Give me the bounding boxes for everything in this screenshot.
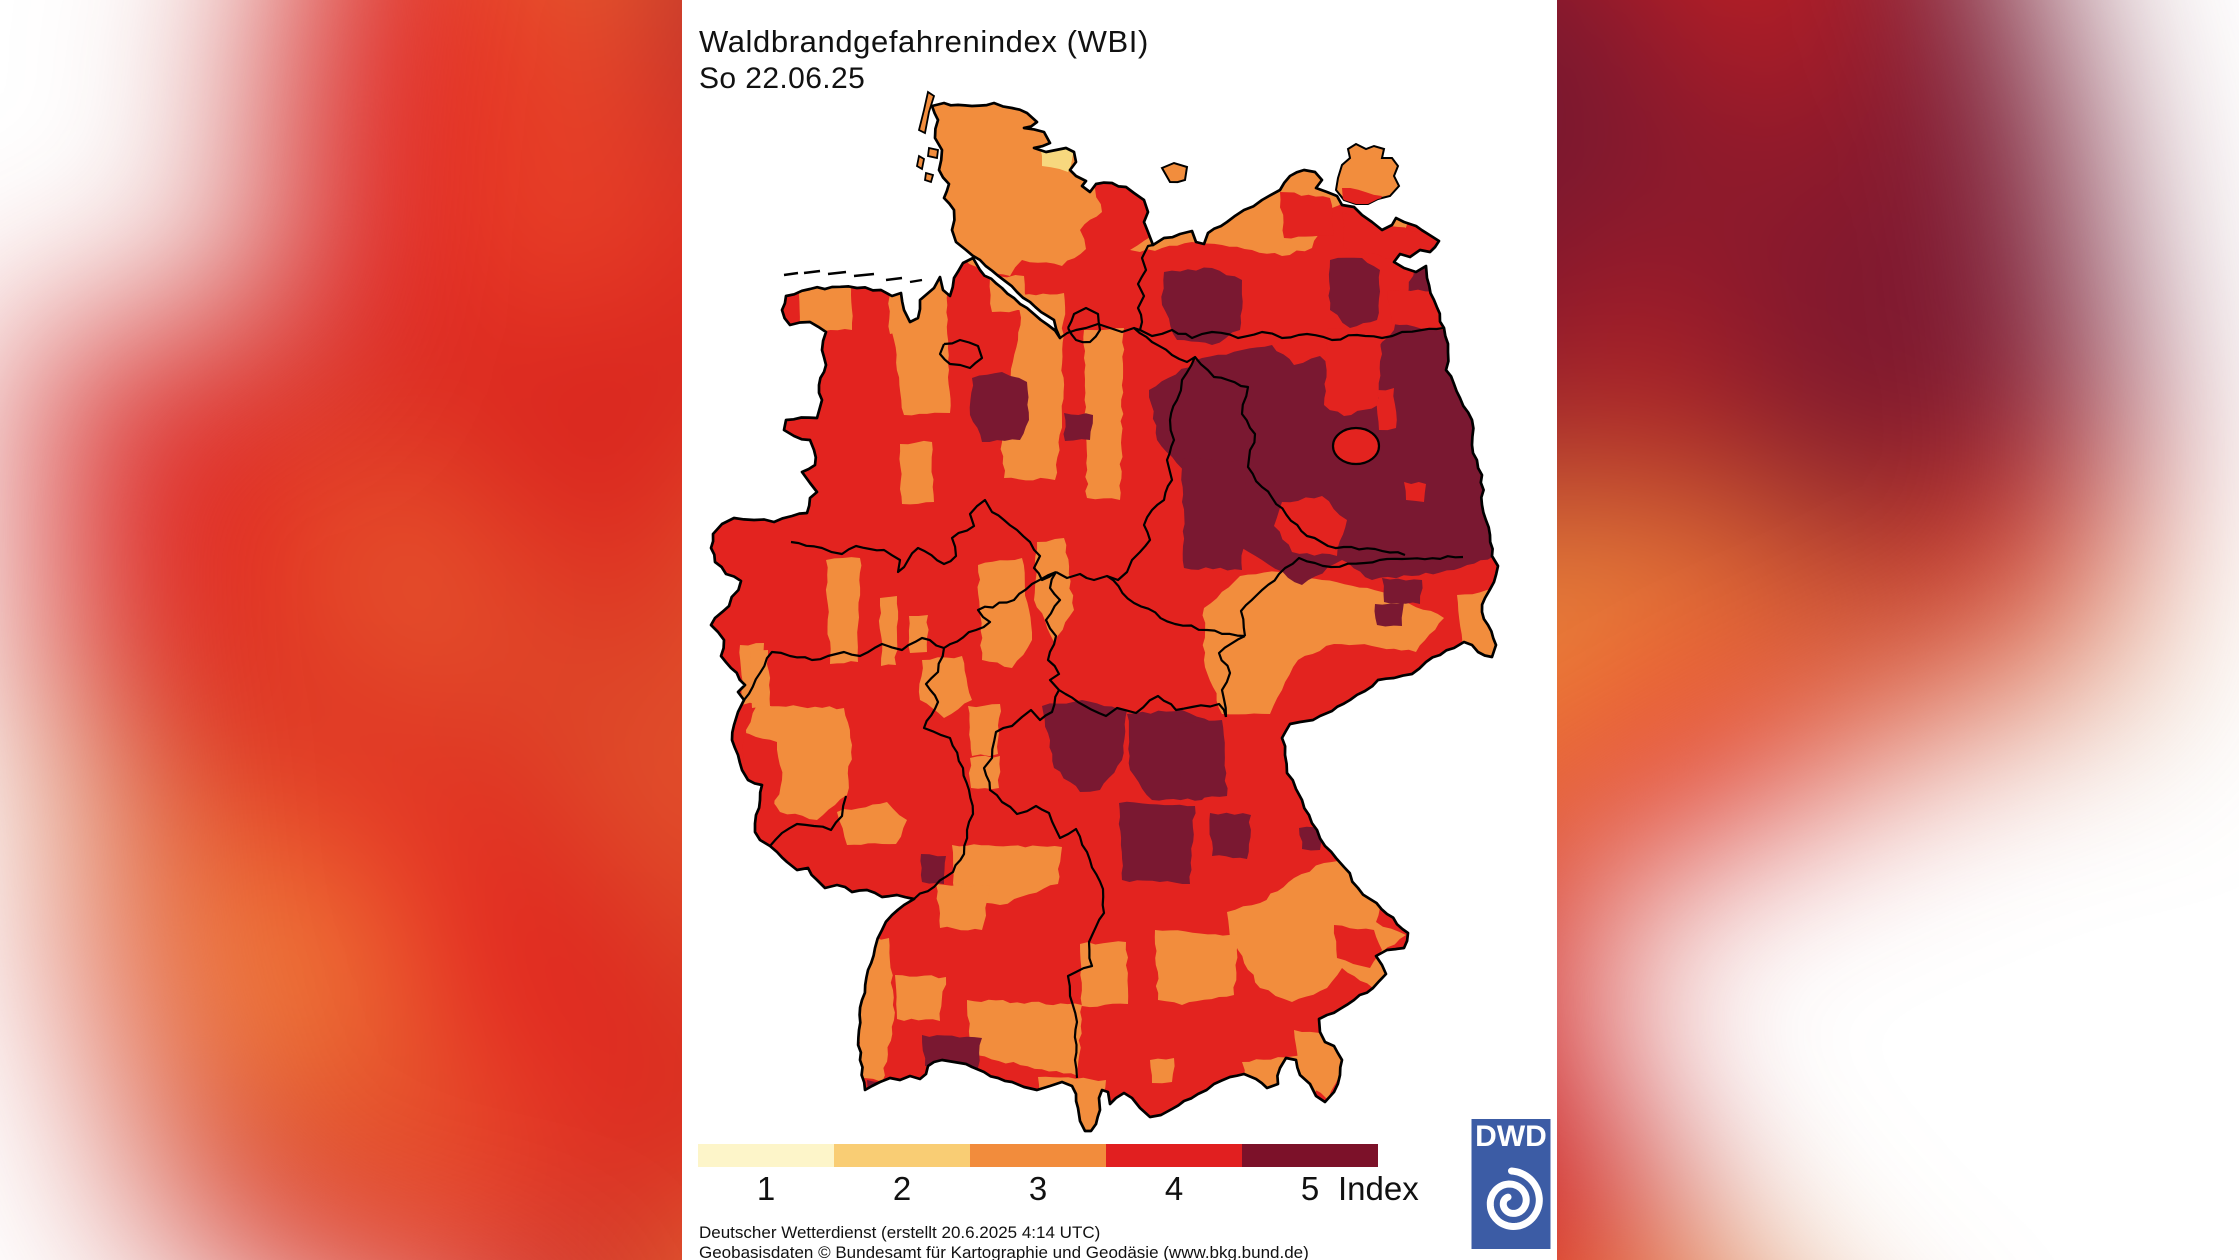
- svg-text:Waldbrandgefahrenindex (WBI): Waldbrandgefahrenindex (WBI): [699, 24, 1149, 59]
- svg-text:1: 1: [757, 1170, 775, 1207]
- svg-text:2: 2: [893, 1170, 911, 1207]
- svg-text:DWD: DWD: [1475, 1120, 1547, 1153]
- svg-text:Deutscher Wetterdienst (erstel: Deutscher Wetterdienst (erstellt 20.6.20…: [699, 1223, 1100, 1242]
- svg-text:Index: Index: [1338, 1170, 1419, 1207]
- svg-text:5: 5: [1301, 1170, 1319, 1207]
- svg-text:Geobasisdaten © Bundesamt für: Geobasisdaten © Bundesamt für Kartograph…: [699, 1243, 1309, 1260]
- svg-text:3: 3: [1029, 1170, 1047, 1207]
- svg-text:4: 4: [1165, 1170, 1183, 1207]
- svg-text:So 22.06.25: So 22.06.25: [699, 62, 865, 95]
